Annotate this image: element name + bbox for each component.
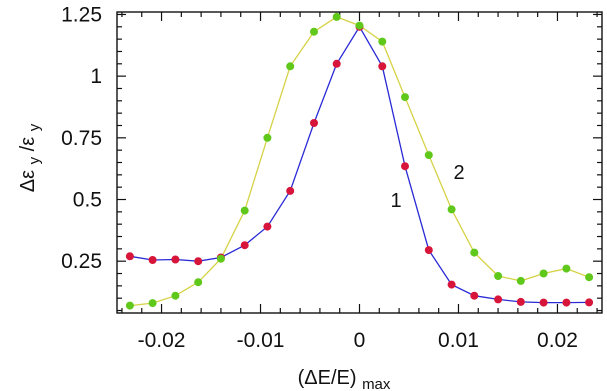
- series-1-point: [263, 222, 272, 231]
- series-2-point: [310, 27, 318, 36]
- y-axis-title-mid: /ε: [17, 137, 39, 152]
- series-2-point: [401, 93, 409, 102]
- series-2-point: [562, 264, 571, 273]
- y-axis-title-main: Δε: [17, 170, 39, 192]
- series-2-point: [125, 301, 134, 310]
- series-1-point: [401, 162, 409, 171]
- y-tick-label: 1: [90, 65, 102, 88]
- series-2-point: [424, 151, 433, 160]
- series-2-point: [286, 62, 295, 71]
- x-tick-label: -0.02: [138, 329, 186, 352]
- x-tick-label: -0.01: [237, 329, 285, 352]
- series-2-point: [171, 291, 180, 300]
- y-axis-title-sub1: y: [26, 156, 43, 164]
- y-tick-label: 0.5: [73, 189, 102, 212]
- series-1-point: [516, 297, 525, 306]
- x-tick-label: 0.02: [537, 329, 578, 352]
- series-1-point: [171, 255, 180, 264]
- series-2-point: [470, 248, 479, 257]
- x-tick-label: 0: [354, 329, 366, 352]
- series-2-point: [240, 206, 249, 215]
- y-tick-label: 0.75: [61, 127, 102, 150]
- series-label-2: 2: [453, 162, 464, 184]
- x-axis-title-main: (ΔE/E): [298, 367, 357, 389]
- series-2-point: [263, 133, 272, 142]
- y-axis-title-sub2: y: [26, 123, 43, 131]
- series-1-point: [424, 246, 433, 255]
- series-2-point: [332, 12, 341, 21]
- series-1-point: [286, 186, 295, 195]
- series-1-point: [194, 257, 203, 266]
- series-1-point: [585, 298, 594, 307]
- x-axis-title-sub: max: [362, 376, 391, 391]
- series-2-point: [148, 299, 157, 308]
- series-1-point: [562, 298, 571, 307]
- series-1-point: [378, 62, 387, 71]
- x-axis-title: (ΔE/E) max: [298, 367, 391, 391]
- series-label-1: 1: [390, 190, 401, 212]
- series-2-point: [539, 269, 548, 278]
- y-tick-label: 1.25: [61, 3, 102, 26]
- series-1-point: [240, 241, 249, 250]
- x-tick-label: 0.01: [438, 329, 479, 352]
- plot-frame: [116, 11, 603, 314]
- series-2-point: [378, 37, 387, 46]
- series-2-point: [355, 21, 364, 30]
- plot-area: [117, 12, 602, 313]
- y-axis: 0.25 0.5 0.75 1 1.25: [61, 3, 602, 312]
- series-1-point: [310, 119, 318, 127]
- series-2-point: [194, 278, 203, 287]
- series-2-point: [585, 273, 594, 282]
- x-axis: -0.02 -0.01 0 0.01 0.02: [121, 12, 598, 352]
- y-axis-title: Δε y /ε y: [17, 123, 44, 192]
- y-tick-label: 0.25: [61, 250, 102, 273]
- series-layer: [125, 12, 594, 310]
- series-1-point: [148, 256, 157, 264]
- series-2-point: [494, 272, 503, 280]
- series-1-point: [494, 295, 503, 304]
- series-2-point: [216, 254, 225, 263]
- series-1-point: [125, 252, 134, 261]
- series-1-point: [332, 59, 341, 68]
- series-2-point: [516, 276, 525, 285]
- series-1-point: [470, 291, 479, 300]
- series-2-point: [447, 205, 456, 214]
- series-1-point: [539, 298, 548, 307]
- series-1-point: [447, 280, 456, 289]
